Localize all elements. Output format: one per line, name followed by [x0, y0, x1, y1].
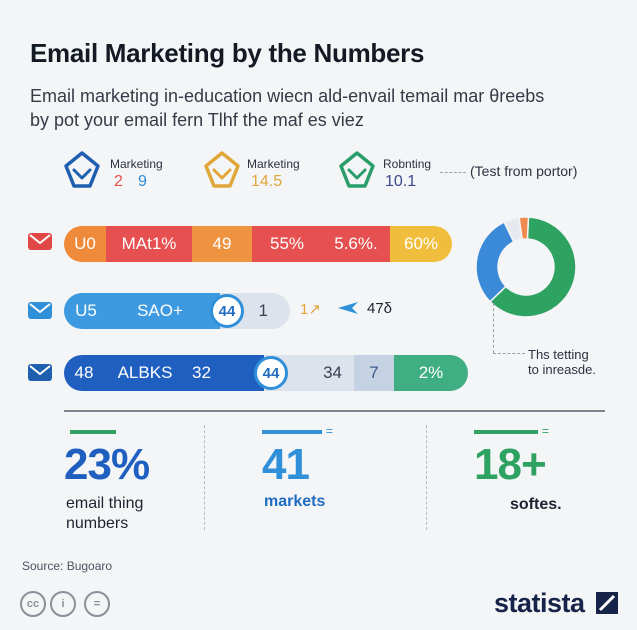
kpi-1-label: Marketing	[110, 157, 163, 171]
stat-3-accent-line	[474, 430, 538, 434]
kpi-2-value: 14.5	[251, 173, 283, 190]
by-icon: i	[50, 591, 76, 617]
stat-3-label: softes.	[510, 496, 562, 513]
statista-logo-icon[interactable]	[596, 592, 618, 614]
row-1-segment: U0	[64, 226, 106, 262]
row-3-highlight-value: 44	[254, 356, 288, 390]
brand-logo[interactable]: statista	[494, 588, 585, 618]
stat-3-mini-mark: =	[542, 424, 550, 438]
row-2-segment: U5	[64, 293, 108, 329]
row-3-segment: 2%	[394, 355, 468, 391]
row-1-segment: 60%	[390, 226, 452, 262]
row-2-highlight-value: 44	[210, 294, 244, 328]
stat-2-number: 41	[262, 440, 310, 489]
row-3-segment: 32	[186, 355, 254, 391]
stat-column-separator	[204, 425, 205, 530]
source-note: Source: Bugoaro	[22, 559, 113, 573]
pie-note-leader-horizontal	[493, 353, 525, 354]
subtitle-line-1: Email marketing in-education wiecn ald-e…	[30, 86, 545, 106]
pie-note-top: (Test from portor)	[470, 163, 578, 179]
page-title: Email Marketing by the Numbers	[30, 38, 425, 68]
pie-note-leader	[440, 172, 466, 173]
row-2-trend-label: 1↗	[300, 301, 321, 318]
row-2-segment: SAO+	[108, 293, 212, 329]
stat-1-label: email thing numbers	[66, 494, 143, 534]
row-1-bar: U0 MAt1% 49 55% 5.6%. 60%	[64, 226, 452, 262]
send-arrow-icon	[338, 301, 360, 320]
row-3-segment: 48	[64, 355, 104, 391]
pie-note-bottom-line-1: Ths tetting	[528, 347, 589, 362]
stat-1-accent-line	[70, 430, 116, 434]
kpi-3-label: Robnting	[383, 157, 432, 171]
stat-3-number: 18+	[474, 440, 547, 489]
stat-2-label: markets	[264, 493, 326, 510]
subtitle-line-2: by pot your email fern Tlhf the maf es v…	[30, 110, 364, 130]
marketing-badge-icon	[202, 150, 242, 190]
section-divider	[64, 410, 605, 412]
stat-1-label-line-2: numbers	[66, 515, 129, 532]
pie-slice	[488, 216, 577, 318]
row-1-segment: 55%	[252, 226, 322, 262]
row-2-extra-value: 47δ	[367, 300, 393, 317]
kpi-2-label: Marketing	[247, 157, 300, 171]
pie-note-bottom-line-2: to inreasde.	[528, 362, 596, 377]
mail-icon	[28, 364, 52, 381]
mail-icon	[28, 302, 52, 319]
row-1-segment: MAt1%	[106, 226, 192, 262]
pie-slice	[518, 216, 530, 241]
row-1-segment: 5.6%.	[322, 226, 390, 262]
pie-chart	[475, 216, 577, 318]
kpi-3-value: 10.1	[385, 173, 417, 190]
stat-2-mini-mark: =	[326, 424, 334, 438]
pie-note-leader-vertical	[493, 303, 494, 353]
kpi-1-value-a: 2	[114, 173, 123, 190]
stat-1-number: 23%	[64, 440, 150, 489]
mail-icon	[28, 233, 52, 250]
row-1-segment: 49	[192, 226, 252, 262]
row-3-segment: 7	[354, 355, 394, 391]
kpi-1-value-b: 9	[138, 173, 147, 190]
stat-column-separator	[426, 425, 427, 530]
stat-1-label-line-1: email thing	[66, 495, 144, 512]
robnting-badge-icon	[337, 150, 377, 190]
row-3-segment: ALBKS	[104, 355, 186, 391]
nd-icon: =	[84, 591, 110, 617]
row-2-bar: U5 SAO+ 1	[64, 293, 290, 329]
marketing-badge-icon	[62, 150, 102, 190]
pie-note-bottom: Ths tetting to inreasde.	[528, 347, 596, 377]
cc-icon: cc	[20, 591, 46, 617]
stat-2-accent-line	[262, 430, 322, 434]
